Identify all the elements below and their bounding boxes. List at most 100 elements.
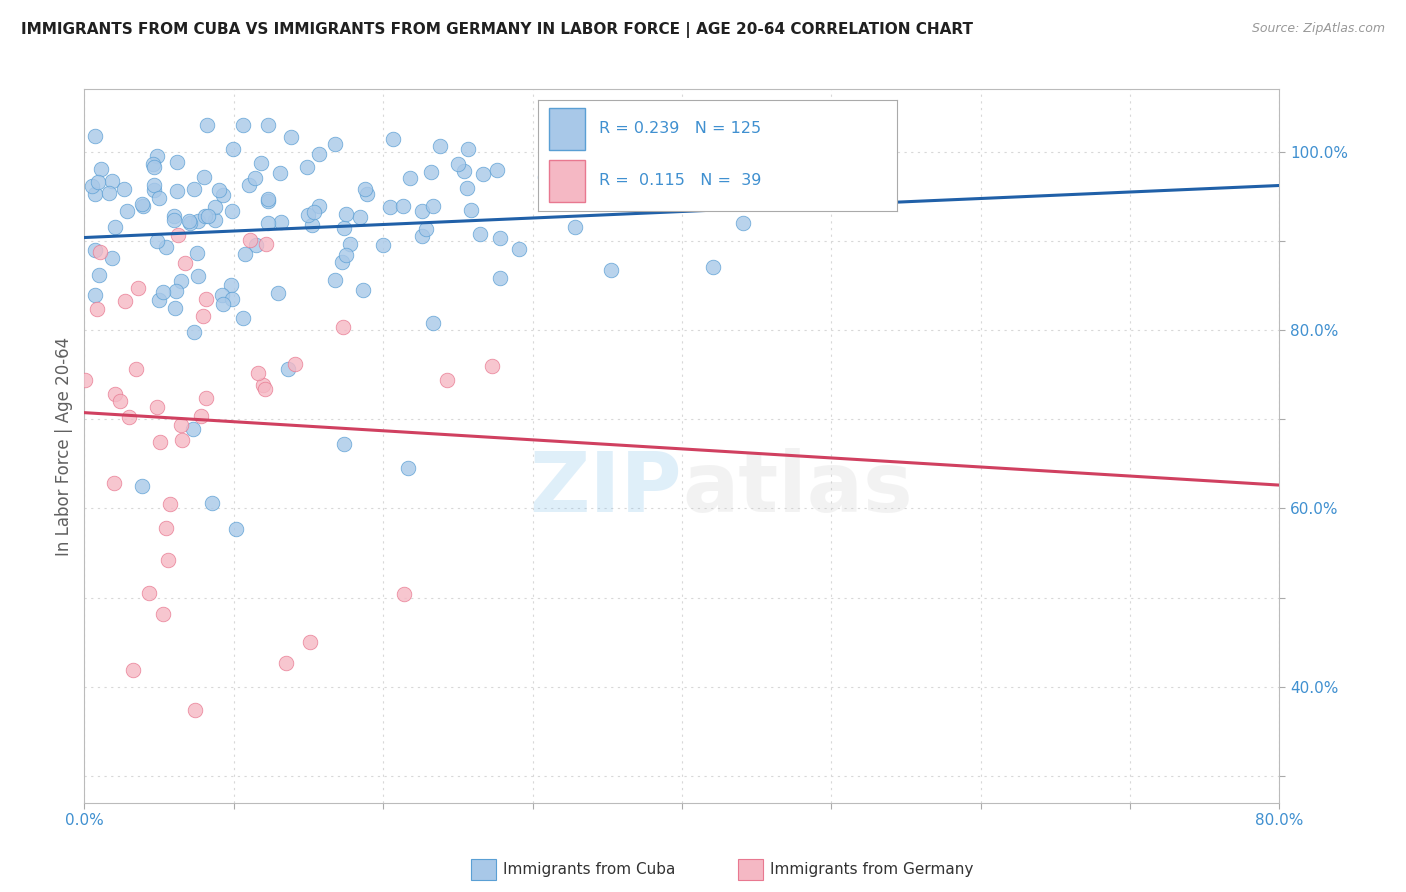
Point: [73, 373, 96, 387]
Point: [297, 208, 319, 222]
Point: [308, 199, 330, 213]
Point: [197, 209, 219, 223]
Point: [183, 422, 205, 436]
Point: [460, 203, 482, 218]
Text: Immigrants from Germany: Immigrants from Germany: [770, 863, 974, 877]
Point: [186, 245, 208, 260]
Point: [422, 199, 444, 213]
Point: [83, 244, 105, 258]
Text: Immigrants from Cuba: Immigrants from Cuba: [503, 863, 676, 877]
Point: [284, 357, 307, 371]
Point: [131, 197, 153, 211]
Point: [100, 251, 122, 265]
Point: [204, 212, 226, 227]
Point: [422, 316, 444, 330]
Point: [508, 242, 530, 256]
Point: [574, 196, 596, 211]
Point: [179, 216, 201, 230]
Point: [382, 132, 405, 146]
Point: [194, 391, 217, 405]
Point: [82, 178, 104, 193]
Point: [142, 183, 165, 197]
Point: [166, 155, 188, 169]
Point: [221, 204, 243, 219]
Point: [489, 270, 512, 285]
Point: [187, 268, 209, 283]
Point: [165, 285, 187, 299]
Point: [239, 233, 262, 247]
Point: [301, 219, 323, 233]
Point: [98, 186, 121, 200]
Point: [104, 386, 127, 401]
Point: [208, 183, 231, 197]
Point: [187, 214, 209, 228]
Point: [152, 607, 174, 621]
Point: [323, 272, 346, 286]
Point: [84, 287, 107, 301]
Point: [145, 234, 167, 248]
Point: [335, 248, 357, 262]
Point: [114, 293, 136, 308]
Point: [194, 292, 217, 306]
Point: [86, 302, 108, 317]
Point: [247, 366, 270, 380]
Point: [221, 293, 243, 307]
Point: [353, 182, 375, 196]
Point: [87, 175, 110, 189]
Point: [415, 222, 437, 236]
Point: [257, 118, 280, 132]
Point: [142, 157, 165, 171]
Point: [257, 194, 280, 209]
Point: [600, 262, 623, 277]
Point: [356, 187, 378, 202]
Point: [232, 118, 254, 132]
Point: [396, 461, 419, 475]
Point: [702, 260, 724, 274]
Point: [83, 129, 105, 144]
Point: [225, 522, 247, 536]
Point: [103, 475, 125, 490]
Point: [166, 184, 188, 198]
Point: [131, 479, 153, 493]
Point: [471, 167, 494, 181]
Point: [125, 361, 148, 376]
Point: [89, 268, 111, 282]
Point: [148, 191, 170, 205]
Point: [117, 410, 139, 425]
Point: [295, 160, 318, 174]
Point: [221, 278, 243, 293]
Point: [378, 200, 401, 214]
Point: [238, 178, 260, 192]
Point: [222, 142, 245, 156]
Point: [399, 171, 422, 186]
Point: [112, 182, 135, 196]
Point: [170, 417, 193, 432]
Point: [243, 170, 266, 185]
Point: [163, 213, 186, 227]
Point: [429, 139, 451, 153]
Point: [436, 373, 458, 387]
Point: [325, 136, 347, 151]
Point: [172, 433, 194, 447]
Point: [335, 207, 357, 221]
Point: [249, 156, 271, 170]
Point: [211, 297, 233, 311]
Point: [163, 209, 186, 223]
Point: [183, 326, 205, 340]
Point: [488, 231, 510, 245]
Point: [142, 178, 165, 193]
Point: [267, 285, 290, 300]
Point: [733, 216, 755, 230]
Point: [191, 310, 214, 324]
Point: [270, 215, 292, 229]
Point: [339, 236, 361, 251]
Point: [211, 287, 233, 301]
Point: [163, 301, 186, 315]
Point: [83, 187, 105, 202]
Point: [149, 435, 172, 450]
Text: IMMIGRANTS FROM CUBA VS IMMIGRANTS FROM GERMANY IN LABOR FORCE | AGE 20-64 CORRE: IMMIGRANTS FROM CUBA VS IMMIGRANTS FROM …: [21, 22, 973, 38]
Point: [486, 163, 509, 178]
Point: [117, 203, 139, 218]
Point: [352, 284, 374, 298]
Point: [211, 188, 233, 202]
